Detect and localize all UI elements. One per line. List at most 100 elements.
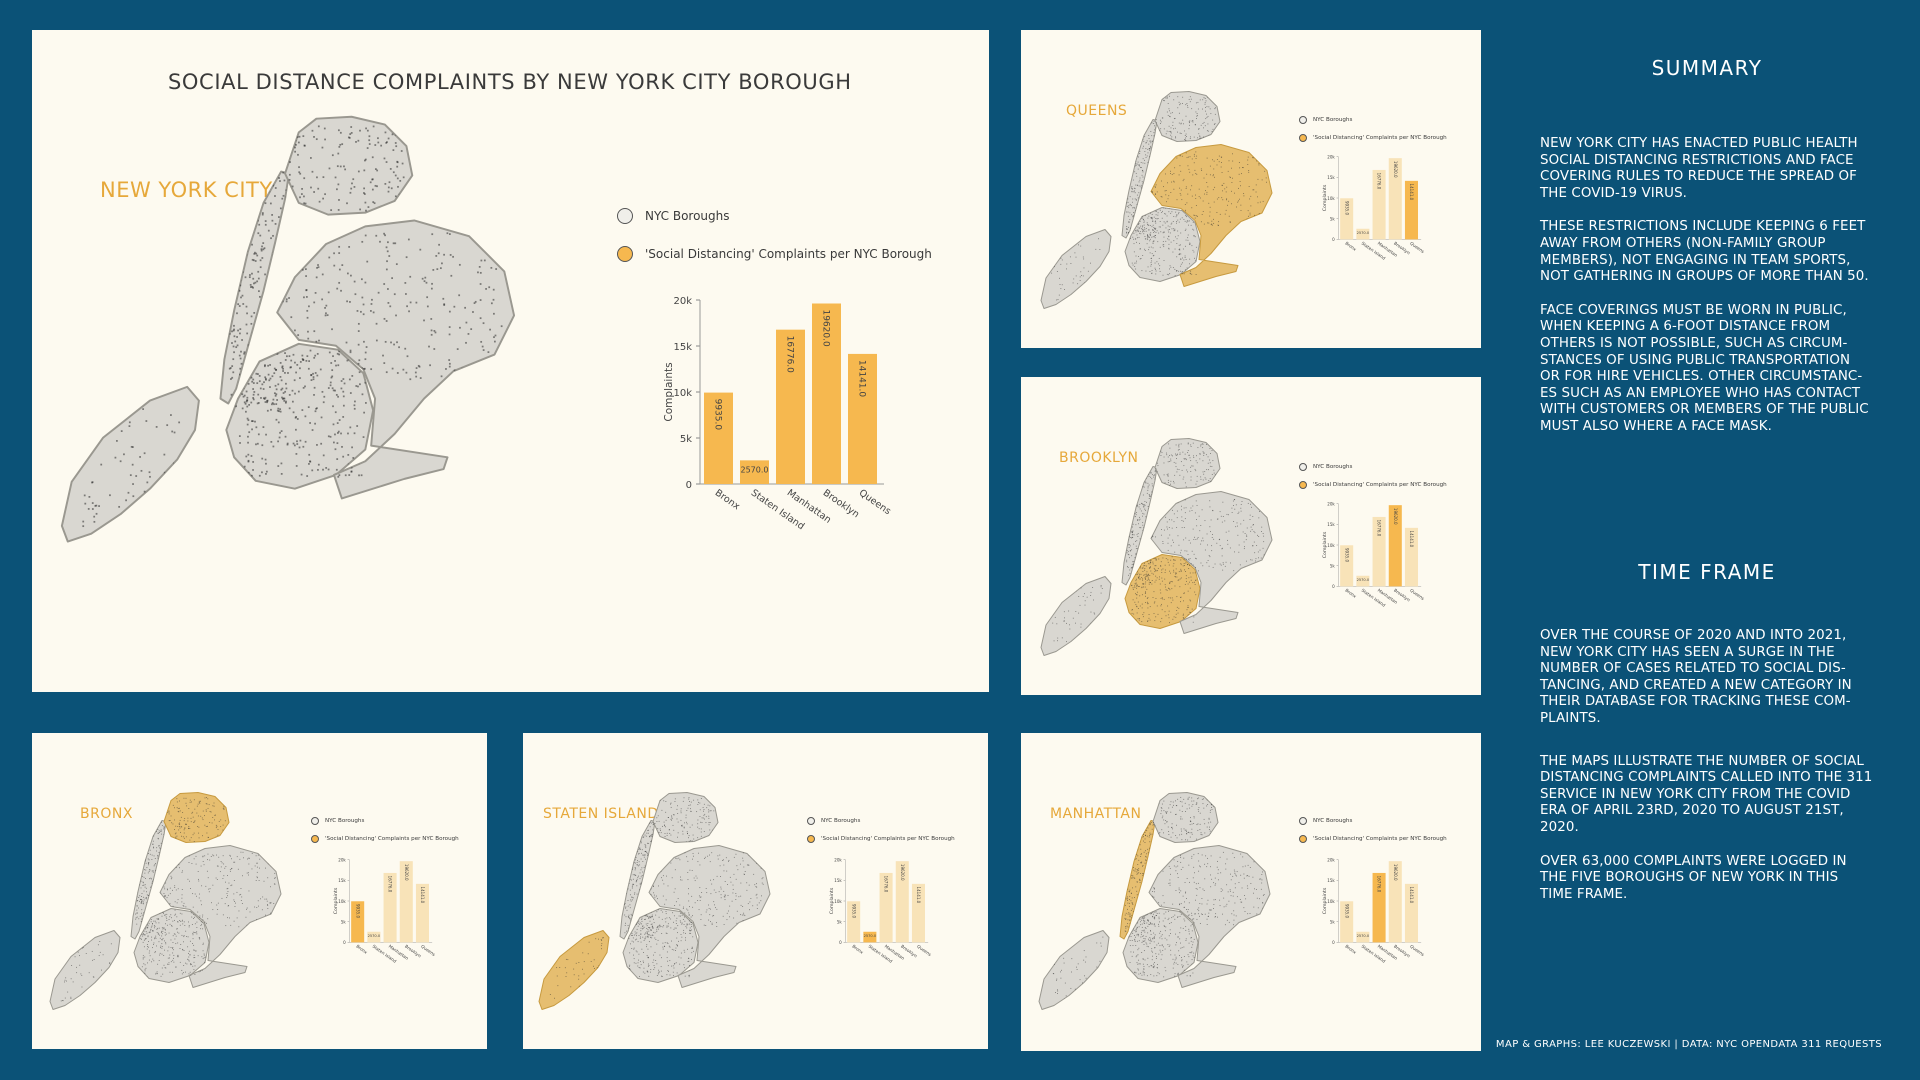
data-label: 16776.0 (1377, 520, 1382, 537)
summary-paragraph-2: These restrictions include keeping 6 fee… (1540, 219, 1869, 285)
data-label: 2570.0 (368, 934, 381, 938)
data-label: 2570.0 (1357, 578, 1370, 582)
borough-queens (648, 845, 771, 988)
borough-manhattan (130, 820, 167, 940)
borough-queens (1150, 144, 1273, 287)
legend-swatch-boroughs (1299, 817, 1307, 825)
borough-brooklyn (1122, 908, 1199, 983)
y-tick-label: 5k (1330, 564, 1336, 569)
panel-label-queens: QUEENS (1066, 103, 1128, 119)
y-tick-label: 5k (341, 920, 347, 925)
y-tick-label: 20k (338, 857, 346, 862)
y-tick-label: 5k (1330, 920, 1336, 925)
borough-queens (159, 845, 282, 988)
x-tick-label: Queens (916, 944, 933, 959)
legend-label-complaints: 'Social Distancing' Complaints per NYC B… (325, 836, 459, 842)
bar-queens (1404, 527, 1418, 587)
legend-swatch-boroughs (617, 208, 633, 224)
timeframe-paragraph-1: Over the course of 2020 and into 2021, N… (1540, 628, 1852, 726)
y-tick-label: 10k (673, 388, 692, 399)
panel-label-manhattan: MANHATTAN (1050, 806, 1142, 822)
data-label: 19620.0 (1393, 508, 1398, 525)
y-axis-label: Complaints (829, 887, 835, 914)
bar-bronx (1340, 198, 1354, 240)
bronx-legend: NYC Boroughs 'Social Distancing' Complai… (311, 817, 459, 843)
legend-label-boroughs: NYC Boroughs (821, 818, 861, 824)
y-tick-label: 0 (1332, 237, 1335, 242)
y-tick-label: 15k (1327, 522, 1335, 527)
bar-staten-island (740, 460, 769, 484)
bar-queens (415, 883, 429, 943)
y-tick-label: 20k (1327, 857, 1335, 862)
y-tick-label: 15k (834, 878, 842, 883)
timeframe-title: TIME FRAME (1638, 560, 1776, 584)
legend-label-complaints: 'Social Distancing' Complaints per NYC B… (1313, 482, 1447, 488)
summary-paragraph-1: New York City has enacted public health … (1540, 136, 1858, 201)
legend-label-boroughs: NYC Boroughs (645, 209, 730, 223)
brooklyn-map (1040, 438, 1273, 656)
borough-queens (1148, 845, 1271, 988)
y-tick-label: 10k (338, 899, 346, 904)
data-label: 14141.0 (857, 360, 867, 397)
borough-staten-island (1038, 930, 1110, 1010)
y-tick-label: 10k (1327, 196, 1335, 201)
y-axis-label: Complaints (1322, 531, 1328, 558)
manhattan-map (1038, 792, 1271, 1010)
panel-label-staten-island: STATEN ISLAND (543, 806, 659, 822)
borough-bronx (1154, 438, 1221, 489)
x-tick-label: Queens (1409, 588, 1426, 603)
bar-queens (1404, 180, 1418, 240)
bar-staten-island (1356, 931, 1370, 943)
x-tick-label: Bronx (1344, 944, 1358, 956)
x-tick-label: Bronx (355, 944, 369, 956)
y-tick-label: 20k (673, 296, 692, 307)
y-tick-label: 20k (1327, 154, 1335, 159)
y-tick-label: 10k (1327, 899, 1335, 904)
legend-label-boroughs: NYC Boroughs (1313, 818, 1353, 824)
bar-manhattan (383, 872, 397, 943)
bar-staten-island (1356, 575, 1370, 587)
borough-manhattan (1119, 820, 1156, 940)
bar-bronx (847, 901, 861, 943)
x-tick-label: Queens (420, 944, 437, 959)
bar-brooklyn (399, 861, 413, 943)
bronx-map (49, 792, 282, 1010)
bar-bronx (351, 901, 365, 943)
borough-manhattan (619, 820, 656, 940)
bar-staten-island (863, 931, 877, 943)
data-label: 14141.0 (1409, 887, 1414, 904)
y-tick-label: 0 (343, 940, 346, 945)
data-label: 2570.0 (864, 934, 877, 938)
borough-manhattan (1121, 466, 1158, 586)
borough-manhattan (1121, 119, 1158, 239)
borough-bronx (1152, 792, 1219, 843)
borough-brooklyn (1124, 554, 1201, 629)
legend-label-boroughs: NYC Boroughs (1313, 464, 1353, 470)
borough-staten-island (1040, 576, 1112, 656)
legend-label-complaints: 'Social Distancing' Complaints per NYC B… (645, 247, 932, 261)
borough-brooklyn (225, 342, 375, 490)
borough-staten-island (49, 930, 121, 1010)
y-tick-label: 5k (837, 920, 843, 925)
x-tick-label: Bronx (851, 944, 865, 956)
data-label: 16776.0 (785, 336, 795, 373)
data-label: 14141.0 (916, 887, 921, 904)
credit-line: MAP & GRAPHS: LEE KUCZEWSKI | DATA: NYC … (1495, 1039, 1882, 1050)
bar-queens (1404, 883, 1418, 943)
data-label: 14141.0 (420, 887, 425, 904)
bar-bronx (1340, 545, 1354, 587)
y-tick-label: 5k (1330, 217, 1336, 222)
y-tick-label: 20k (1327, 501, 1335, 506)
legend: NYC Boroughs 'Social Distancing' Complai… (617, 208, 932, 262)
borough-brooklyn (1124, 207, 1201, 282)
panel-staten-island: STATEN ISLAND NYC Boroughs 'Social Dista… (523, 733, 988, 1049)
bar-brooklyn (1388, 158, 1402, 240)
y-tick-label: 0 (1332, 940, 1335, 945)
bar-bronx (704, 392, 733, 484)
y-axis-label: Complaints (663, 362, 675, 421)
legend-label-complaints: 'Social Distancing' Complaints per NYC B… (821, 836, 955, 842)
data-label: 14141.0 (1409, 531, 1414, 548)
